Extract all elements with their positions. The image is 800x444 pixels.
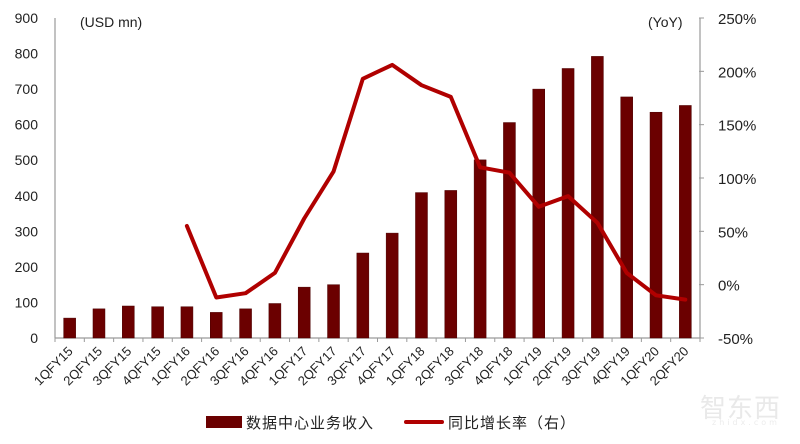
bar (122, 305, 135, 339)
bar (385, 232, 399, 339)
bar (473, 159, 487, 339)
bar (591, 56, 604, 339)
bar (180, 306, 194, 339)
bar (356, 252, 370, 339)
bar (297, 286, 311, 339)
bar (327, 284, 340, 339)
bar (620, 96, 633, 339)
watermark-logo: 智东西 (700, 394, 782, 424)
legend-label-yoy: 同比增长率（右） (448, 413, 577, 432)
right-tick-label: 100% (718, 171, 756, 188)
line-swatch-icon (404, 420, 444, 424)
bar (239, 308, 252, 339)
bar (561, 68, 575, 339)
left-tick-label: 300 (15, 223, 39, 239)
bar (92, 308, 106, 339)
x-axis: 1QFY152QFY153QFY154QFY151QFY162QFY163QFY… (31, 337, 701, 388)
bar (503, 122, 516, 339)
bar (649, 111, 663, 339)
watermark-url: zhidx.com (712, 418, 780, 427)
bar (268, 303, 282, 339)
bar (679, 105, 692, 339)
line-series (184, 62, 688, 302)
bar (444, 190, 458, 339)
left-y-axis: 0 100 200 300 400 500 600 700 800 900 (15, 10, 56, 346)
legend-item-yoy: 同比增长率（右） (404, 410, 576, 434)
left-tick-label: 100 (15, 294, 39, 310)
right-tick-label: 250% (718, 11, 756, 28)
legend-item-revenue: 数据中心业务收入 (206, 410, 374, 434)
bar (415, 192, 428, 339)
bar (63, 317, 76, 339)
legend: 数据中心业务收入 同比增长率（右） (0, 410, 800, 434)
bar (532, 88, 545, 339)
bar (151, 306, 164, 339)
left-tick-label: 400 (15, 188, 39, 204)
left-tick-label: 0 (30, 330, 38, 346)
yoy-growth-line (184, 62, 688, 302)
right-axis-unit-label: (YoY) (648, 14, 683, 30)
legend-label-revenue: 数据中心业务收入 (246, 413, 375, 432)
bar-swatch-icon (206, 416, 242, 428)
left-tick-label: 900 (15, 10, 39, 26)
left-tick-label: 800 (15, 46, 39, 62)
left-tick-label: 500 (15, 152, 39, 168)
left-tick-label: 200 (15, 259, 39, 275)
left-axis-unit-label: (USD mn) (80, 14, 142, 30)
left-tick-label: 600 (15, 117, 39, 133)
right-tick-label: 200% (718, 64, 756, 81)
right-tick-label: -50% (718, 331, 753, 348)
right-y-axis: -50% 0% 50% 100% 150% 200% 250% (699, 11, 756, 348)
right-tick-label: 50% (718, 224, 748, 241)
right-tick-label: 150% (718, 118, 756, 135)
right-tick-label: 0% (718, 278, 740, 295)
bar (210, 312, 223, 339)
bar-series (63, 56, 692, 339)
left-tick-label: 700 (15, 81, 39, 97)
